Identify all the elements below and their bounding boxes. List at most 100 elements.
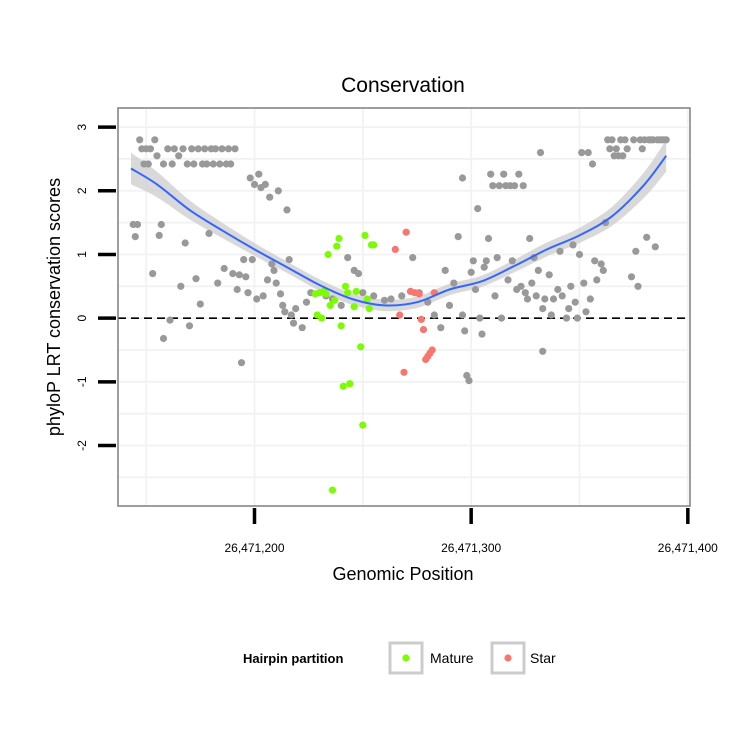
point-star <box>402 228 410 236</box>
point-other <box>220 264 228 273</box>
point-other <box>255 170 263 178</box>
y-axis: -2 -1 0 1 2 3 <box>75 123 116 451</box>
point-mature <box>357 343 365 351</box>
point-other <box>565 305 573 313</box>
legend-label-mature: Mature <box>430 650 474 666</box>
point-mature <box>370 241 378 249</box>
point-other <box>554 285 562 294</box>
point-other <box>233 285 241 294</box>
point-other <box>183 160 191 168</box>
point-other <box>159 334 168 343</box>
point-other <box>398 292 406 300</box>
point-other <box>504 276 512 284</box>
point-other <box>536 149 545 157</box>
point-star <box>419 326 428 334</box>
point-other <box>497 314 506 322</box>
point-other <box>541 295 549 303</box>
point-other <box>510 182 519 190</box>
point-other <box>539 347 547 355</box>
point-other <box>279 301 287 309</box>
point-other <box>526 234 534 243</box>
point-other <box>224 145 233 153</box>
point-other <box>211 145 220 153</box>
point-mature <box>361 231 369 239</box>
point-mature <box>344 289 352 297</box>
point-other <box>478 330 486 338</box>
point-other <box>387 295 395 303</box>
legend-label-star: Star <box>530 650 556 666</box>
point-other <box>454 233 462 241</box>
point-other <box>634 282 642 290</box>
point-other <box>621 136 629 144</box>
point-other <box>662 136 670 144</box>
x-tick-label: 26,471,400 <box>658 541 718 555</box>
point-mature <box>318 314 326 322</box>
point-star <box>400 368 408 376</box>
chart-title: Conservation <box>341 74 465 97</box>
point-other <box>344 254 352 262</box>
point-other <box>638 145 646 153</box>
point-other <box>532 292 540 300</box>
point-other <box>467 268 475 276</box>
point-other <box>458 311 467 319</box>
legend: Hairpin partition Mature Star <box>243 641 556 675</box>
point-other <box>164 145 172 153</box>
point-mature <box>331 296 339 304</box>
point-other <box>272 279 280 287</box>
point-other <box>567 282 575 290</box>
point-other <box>445 301 454 309</box>
point-other <box>151 136 159 144</box>
point-other <box>285 256 293 264</box>
point-other <box>246 174 254 182</box>
point-other <box>136 136 144 144</box>
point-other <box>623 145 631 153</box>
point-other <box>192 275 200 283</box>
point-other <box>575 250 584 259</box>
point-other <box>380 296 389 304</box>
point-other <box>283 206 291 214</box>
point-mature <box>337 322 345 330</box>
point-mature <box>352 287 360 295</box>
point-other <box>270 266 278 274</box>
point-other <box>578 149 586 157</box>
point-other <box>201 145 209 153</box>
point-other <box>175 152 183 160</box>
point-other <box>261 180 269 188</box>
point-other <box>630 136 638 144</box>
smooth-trend-line <box>130 155 667 307</box>
point-other <box>263 276 272 284</box>
point-other <box>584 149 592 157</box>
point-other <box>268 260 276 268</box>
x-tick-label: 26,471,200 <box>224 541 284 555</box>
point-mature <box>328 486 337 494</box>
point-other <box>287 311 295 319</box>
point-other <box>599 266 607 274</box>
point-mature <box>350 303 358 311</box>
point-other <box>216 160 224 168</box>
point-other <box>474 205 482 213</box>
point-other <box>302 298 311 306</box>
point-other <box>354 270 363 278</box>
point-other <box>250 180 259 188</box>
point-star <box>391 245 399 253</box>
point-other <box>539 305 547 313</box>
legend-title: Hairpin partition <box>243 651 343 666</box>
point-mature <box>341 282 350 290</box>
point-other <box>194 145 202 153</box>
point-other <box>469 257 477 265</box>
point-other <box>437 324 445 332</box>
point-other <box>619 152 627 160</box>
point-mature <box>335 234 343 243</box>
point-other <box>144 160 152 168</box>
point-other <box>471 285 480 294</box>
point-other <box>229 270 237 278</box>
point-other <box>298 324 306 332</box>
point-star <box>415 290 423 298</box>
point-other <box>482 257 490 265</box>
point-other <box>185 322 194 330</box>
point-other <box>146 145 155 153</box>
point-other <box>227 160 235 168</box>
point-other <box>562 314 571 322</box>
point-other <box>608 136 616 144</box>
